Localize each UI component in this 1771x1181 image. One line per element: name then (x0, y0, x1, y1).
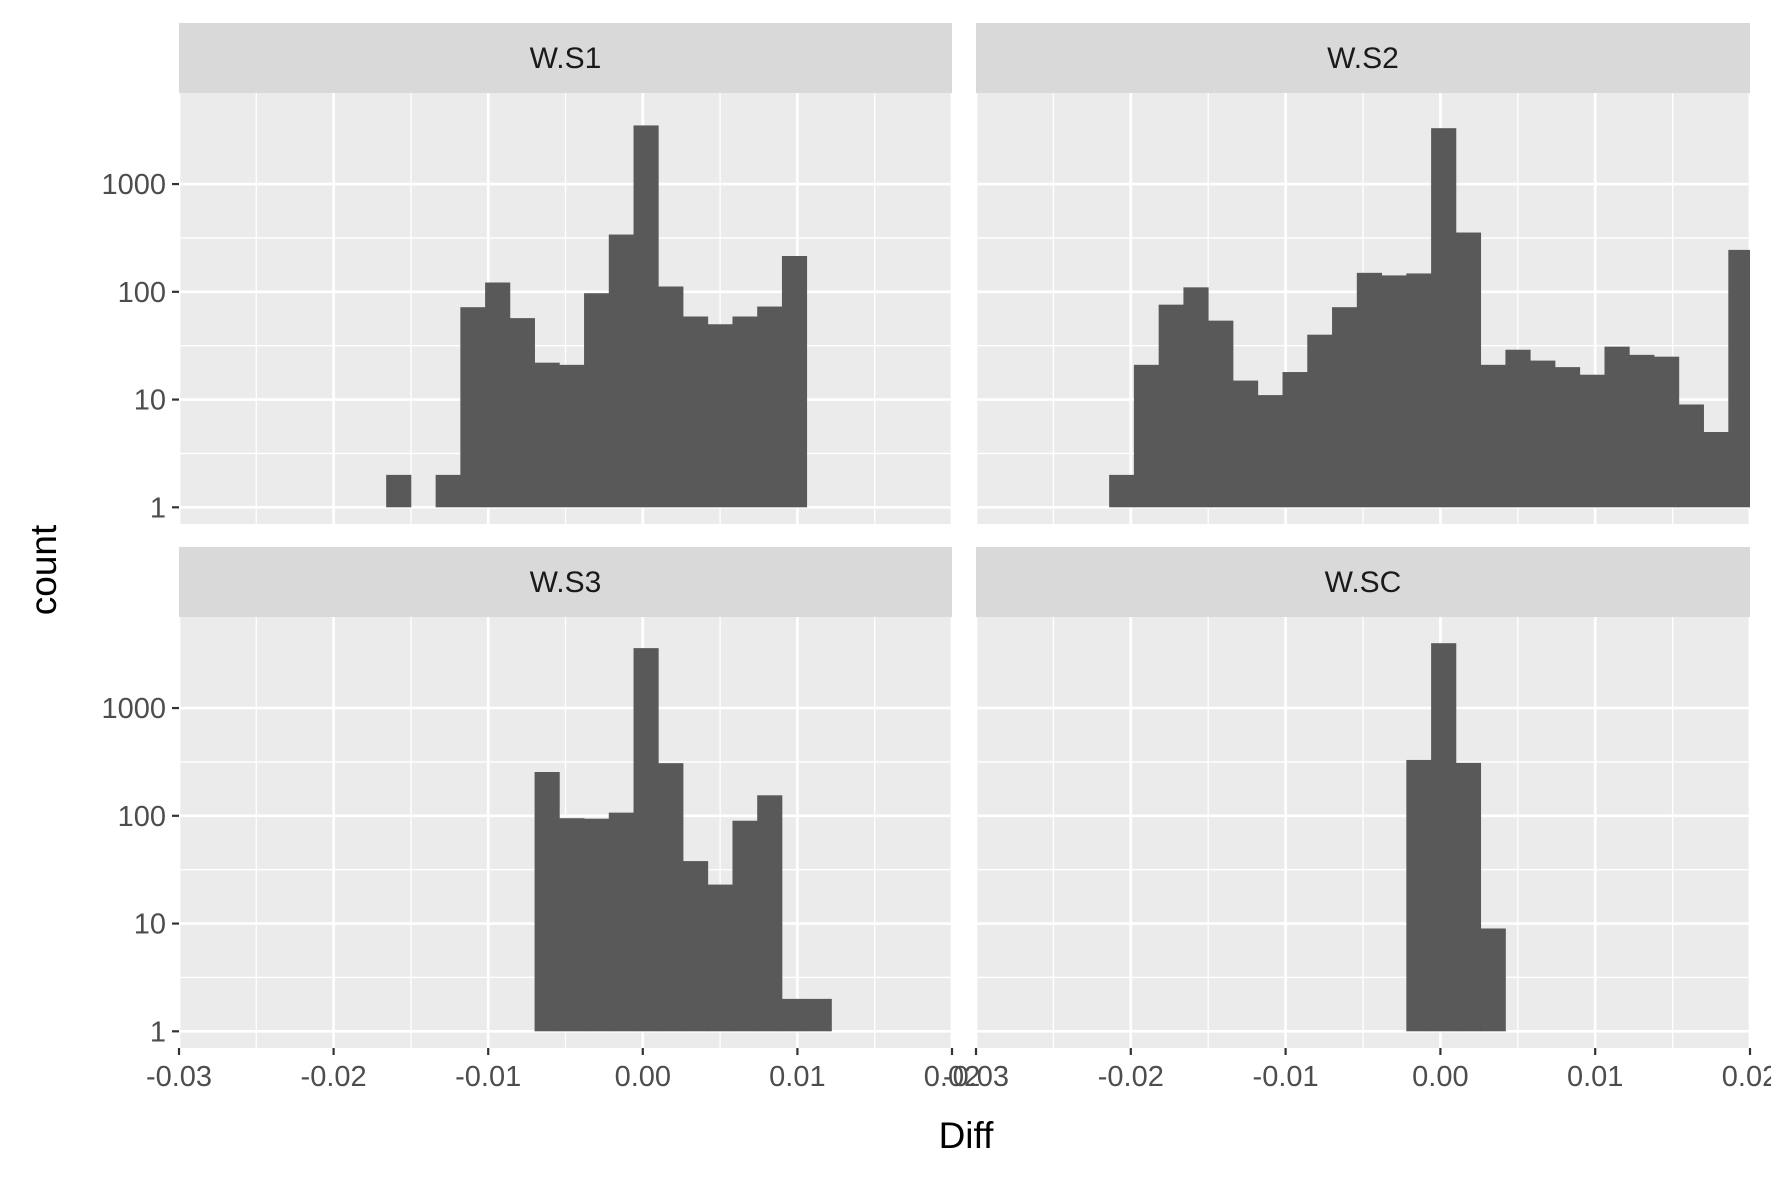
histogram-bar (386, 474, 412, 508)
histogram-bar (1455, 232, 1482, 508)
histogram-bar (608, 234, 634, 508)
histogram-bar (584, 818, 610, 1032)
histogram-bars (386, 125, 808, 508)
histogram-bar (757, 795, 783, 1032)
x-tick-label: -0.02 (1098, 1061, 1164, 1093)
histogram-bar (559, 818, 585, 1032)
histogram-bar (658, 286, 684, 508)
histogram-bar (534, 362, 560, 508)
histogram-bar (1356, 272, 1382, 508)
x-tick-label: 0.02 (924, 1061, 980, 1093)
x-axis-title: Diff (939, 1115, 995, 1156)
y-tick-label: 10 (134, 385, 166, 417)
histogram-bar (1332, 307, 1358, 508)
x-tick-label: -0.02 (301, 1061, 367, 1093)
facet-strip-label: W.S2 (1327, 42, 1399, 75)
y-tick-label: 100 (118, 277, 166, 309)
histogram-bar (1208, 320, 1234, 508)
facet-strip-label: W.SC (1325, 566, 1402, 599)
histogram-bar (1257, 395, 1283, 508)
histogram-bar (1678, 404, 1704, 508)
histogram-bar (781, 255, 808, 508)
x-tick-label: 0.01 (1567, 1061, 1623, 1093)
histogram-bar (1183, 287, 1209, 508)
histogram-bar (707, 324, 733, 508)
facet-panel-w-s2: W.S2 (974, 23, 1752, 524)
histogram-bar (509, 318, 535, 508)
x-tick-label: 0.01 (769, 1061, 825, 1093)
histogram-bar (608, 812, 634, 1032)
histogram-bar (806, 998, 832, 1032)
y-tick-label: 10 (134, 909, 166, 941)
histogram-bar (485, 282, 511, 508)
histogram-bar (584, 293, 610, 508)
histogram-bar (707, 884, 733, 1032)
histogram-bar (1431, 643, 1457, 1032)
histogram-bar (757, 306, 783, 508)
facet-strip (976, 547, 1750, 617)
histogram-bar (1158, 304, 1184, 508)
histogram-bar (732, 316, 758, 508)
histogram-bar (1431, 128, 1457, 508)
histogram-bar (1480, 928, 1506, 1032)
histogram-bar (1480, 364, 1506, 508)
histogram-bar (1629, 354, 1655, 508)
x-tick-label: 0.02 (1722, 1061, 1771, 1093)
x-tick-label: -0.03 (943, 1061, 1009, 1093)
y-tick-label: 100 (118, 801, 166, 833)
y-axis-title: count (23, 524, 64, 615)
facet-panel-w-s1: W.S1 1 10 100 1000 (101, 23, 954, 524)
y-tick-label: 1000 (101, 693, 166, 725)
histogram-bar (1505, 349, 1531, 508)
x-tick-label: 0.00 (1412, 1061, 1468, 1093)
y-tick-label: 1000 (101, 169, 166, 201)
histogram-bar (732, 820, 758, 1032)
histogram-bar (1133, 364, 1160, 508)
histogram-bar (1579, 374, 1605, 508)
histogram-bar (1109, 474, 1135, 508)
histogram-bar (682, 861, 709, 1032)
y-tick-label: 1 (150, 492, 166, 524)
histogram-bar (1381, 275, 1407, 508)
histogram-bar (633, 648, 659, 1032)
histogram-bar (1232, 380, 1259, 508)
histogram-bar (1282, 372, 1308, 508)
histogram-bar (1554, 367, 1581, 508)
histogram-bar (781, 998, 808, 1032)
histogram-bar (460, 307, 486, 508)
histogram-bar (1530, 360, 1556, 508)
histogram-bar (559, 364, 585, 508)
histogram-bar (658, 763, 684, 1032)
histogram-bar (534, 772, 560, 1032)
histogram-bar (1703, 431, 1729, 508)
histogram-bar (435, 474, 461, 508)
histogram-bar (1728, 249, 1750, 508)
facet-panel-w-s3: W.S3 1 10 100 1000 -0.03 -0.02 -0.01 0.00 0.01 0.0… (101, 547, 980, 1093)
histogram-bar (1654, 356, 1680, 508)
histogram-bar (1406, 759, 1432, 1032)
x-tick-label: -0.03 (146, 1061, 212, 1093)
histogram-bars (1406, 643, 1506, 1032)
histogram-bar (682, 316, 709, 508)
histogram-bars (1109, 128, 1750, 508)
facet-strip-label: W.S1 (530, 42, 602, 75)
histogram-bar (1307, 334, 1333, 508)
facet-strip (179, 23, 952, 93)
x-tick-label: 0.00 (615, 1061, 671, 1093)
y-tick-label: 1 (150, 1016, 166, 1048)
histogram-bar (633, 125, 659, 508)
histogram-bar (1455, 762, 1482, 1032)
histogram-bars (534, 648, 832, 1032)
x-tick-label: -0.01 (1253, 1061, 1319, 1093)
facet-panel-w-sc: W.SC -0.03 -0.02 -0.01 0.00 0.01 0.02 (943, 547, 1771, 1093)
histogram-bar (1604, 346, 1630, 508)
facet-strip (976, 23, 1750, 93)
histogram-bar (1406, 273, 1432, 508)
facet-strip (179, 547, 952, 617)
x-tick-label: -0.01 (455, 1061, 521, 1093)
facet-strip-label: W.S3 (530, 566, 602, 599)
